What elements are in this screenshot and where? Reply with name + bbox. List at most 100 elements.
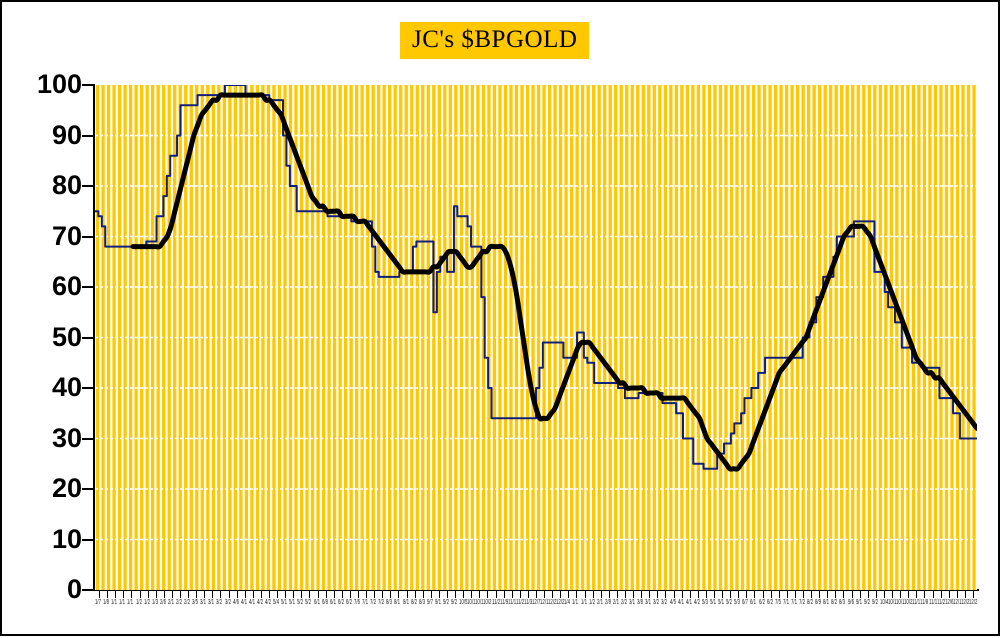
x-axis-tick-mark: [438, 591, 440, 598]
x-axis-tick-labels: 1/7 1/8 1/1 1/1 1/1 1/2 1/2 1/3 2/6 2/1 2/2 2/2 3/5 3…: [95, 598, 979, 610]
x-axis-tick-label: 3/1: [208, 599, 215, 606]
x-axis-tick-mark: [544, 591, 546, 598]
x-axis-tick-label: 6/7: [742, 599, 749, 606]
x-axis-tick-label: 8/3: [386, 599, 393, 606]
y-axis-tick-label: 70: [51, 220, 82, 251]
x-axis-tick-label: 6/2: [345, 599, 352, 606]
x-axis-tick-mark: [357, 591, 359, 598]
x-axis-tick-mark: [940, 591, 942, 598]
x-axis-tick-label: 5/1: [281, 599, 288, 606]
x-axis-tick-label: 11/8: [920, 599, 929, 606]
x-axis-tick-mark: [463, 591, 465, 598]
x-axis-tick-mark: [147, 591, 149, 598]
x-axis-tick-mark: [625, 591, 626, 598]
chart-title: JC's $BPGOLD: [400, 22, 590, 59]
x-axis-tick-mark: [584, 591, 586, 598]
x-axis-tick-label: 9/1: [855, 599, 862, 606]
x-axis-tick-mark: [552, 591, 554, 598]
x-axis-tick-label: 11/1: [912, 599, 921, 606]
x-axis-tick-mark: [657, 591, 659, 598]
y-axis-tick-mark: [82, 235, 93, 238]
x-axis-tick-mark: [366, 591, 368, 598]
x-axis-tick-mark: [309, 591, 311, 598]
x-axis-tick-mark: [349, 591, 351, 598]
y-axis-tick-mark: [82, 336, 93, 339]
x-axis-tick-mark: [560, 591, 562, 598]
x-axis-tick-mark: [333, 591, 335, 598]
x-axis-tick-mark: [689, 591, 691, 598]
x-axis-tick-label: 7/1: [362, 599, 369, 606]
x-axis-tick-mark: [867, 591, 869, 598]
x-axis-tick-mark: [503, 591, 505, 598]
x-axis-tick-mark: [608, 591, 610, 598]
x-axis-tick-mark: [527, 591, 529, 598]
x-axis-tick-label: 11/2: [936, 599, 945, 606]
x-axis-tick-label: 3/1: [200, 599, 207, 606]
x-axis-tick-mark: [163, 591, 165, 598]
x-axis-tick-mark: [811, 591, 813, 598]
x-axis-tick-label: 5/2: [297, 599, 304, 606]
x-axis-tick-label: 9/2: [442, 599, 450, 606]
x-axis-tick-mark: [455, 591, 457, 598]
x-axis-tick-label: 10/5: [459, 599, 468, 606]
x-axis-tick-label: 1/7: [95, 599, 102, 606]
x-axis-tick-mark: [972, 591, 974, 598]
x-axis-tick-mark: [600, 591, 602, 598]
x-axis-tick-label: 12/2: [968, 599, 978, 606]
x-axis-tick-mark: [511, 591, 513, 598]
x-axis-tick-label: 4/5: [669, 599, 676, 606]
x-axis-tick-label: 9/1: [434, 599, 441, 606]
x-axis-tick-label: 3/2: [216, 599, 223, 606]
x-axis-tick-mark: [487, 591, 489, 598]
y-axis-line: [93, 84, 95, 591]
y-axis-tick-mark: [82, 589, 93, 591]
x-axis-tick-label: 3/2: [224, 599, 231, 606]
x-axis-tick-mark: [924, 591, 926, 598]
x-axis-tick-label: 5/2: [726, 599, 733, 606]
plot-area[interactable]: [95, 85, 977, 590]
y-axis-tick-label: 50: [51, 321, 82, 352]
x-axis-tick-mark: [260, 591, 262, 598]
x-axis-tick-mark: [770, 591, 772, 598]
x-axis-tick-label: 4/1: [248, 599, 255, 606]
x-axis-tick-mark: [649, 591, 651, 598]
x-axis-tick-label: 11/9: [499, 599, 508, 606]
x-axis-tick-label: 8/1: [394, 599, 401, 606]
x-axis-tick-label: 8/1: [402, 599, 409, 606]
x-axis-tick-label: 7/2: [799, 599, 806, 606]
x-axis-tick-label: 1/1: [111, 599, 118, 606]
x-axis-tick-label: 7/5: [774, 599, 781, 606]
x-axis-tick-mark: [754, 591, 756, 598]
x-axis-tick-mark: [536, 591, 537, 598]
x-axis-tick-mark: [641, 591, 643, 598]
x-axis-tick-mark: [908, 591, 910, 598]
y-axis-tick-mark: [82, 387, 93, 389]
x-axis-tick-label: 6/1: [313, 599, 320, 606]
x-axis-tick-mark: [681, 591, 683, 598]
x-axis-tick-label: 11/1: [507, 599, 516, 606]
x-axis-tick-mark: [382, 591, 384, 598]
x-axis-tick-label: 1/1: [119, 599, 126, 606]
x-axis-tick-label: 12/2: [960, 599, 970, 606]
x-axis-tick-mark: [268, 591, 270, 598]
x-axis-tick-mark: [746, 591, 748, 598]
x-axis-tick-mark: [179, 591, 181, 598]
x-axis-tick-label: 6/2: [766, 599, 773, 606]
x-axis-tick-label: 3/2: [661, 599, 668, 606]
x-axis-tick-label: 10/1: [467, 599, 476, 606]
x-axis-tick-label: 8/3: [418, 599, 425, 606]
y-axis-tick-mark: [82, 134, 93, 137]
y-axis-tick-label: 90: [51, 119, 82, 150]
x-axis-tick-label: 5/1: [718, 599, 725, 606]
x-axis-tick-label: 9/6: [847, 599, 854, 606]
x-axis-tick-label: 7/2: [378, 599, 385, 606]
x-axis-tick-mark: [859, 591, 861, 598]
x-axis-tick-mark: [107, 591, 109, 598]
x-axis-tick-label: 5/1: [289, 599, 296, 606]
x-axis-tick-label: 1/1: [127, 599, 134, 606]
x-axis-tick-label: 1/2: [143, 599, 150, 606]
x-axis-tick-mark: [819, 591, 821, 598]
x-axis-tick-mark: [665, 591, 667, 598]
x-axis-tick-mark: [786, 591, 788, 598]
